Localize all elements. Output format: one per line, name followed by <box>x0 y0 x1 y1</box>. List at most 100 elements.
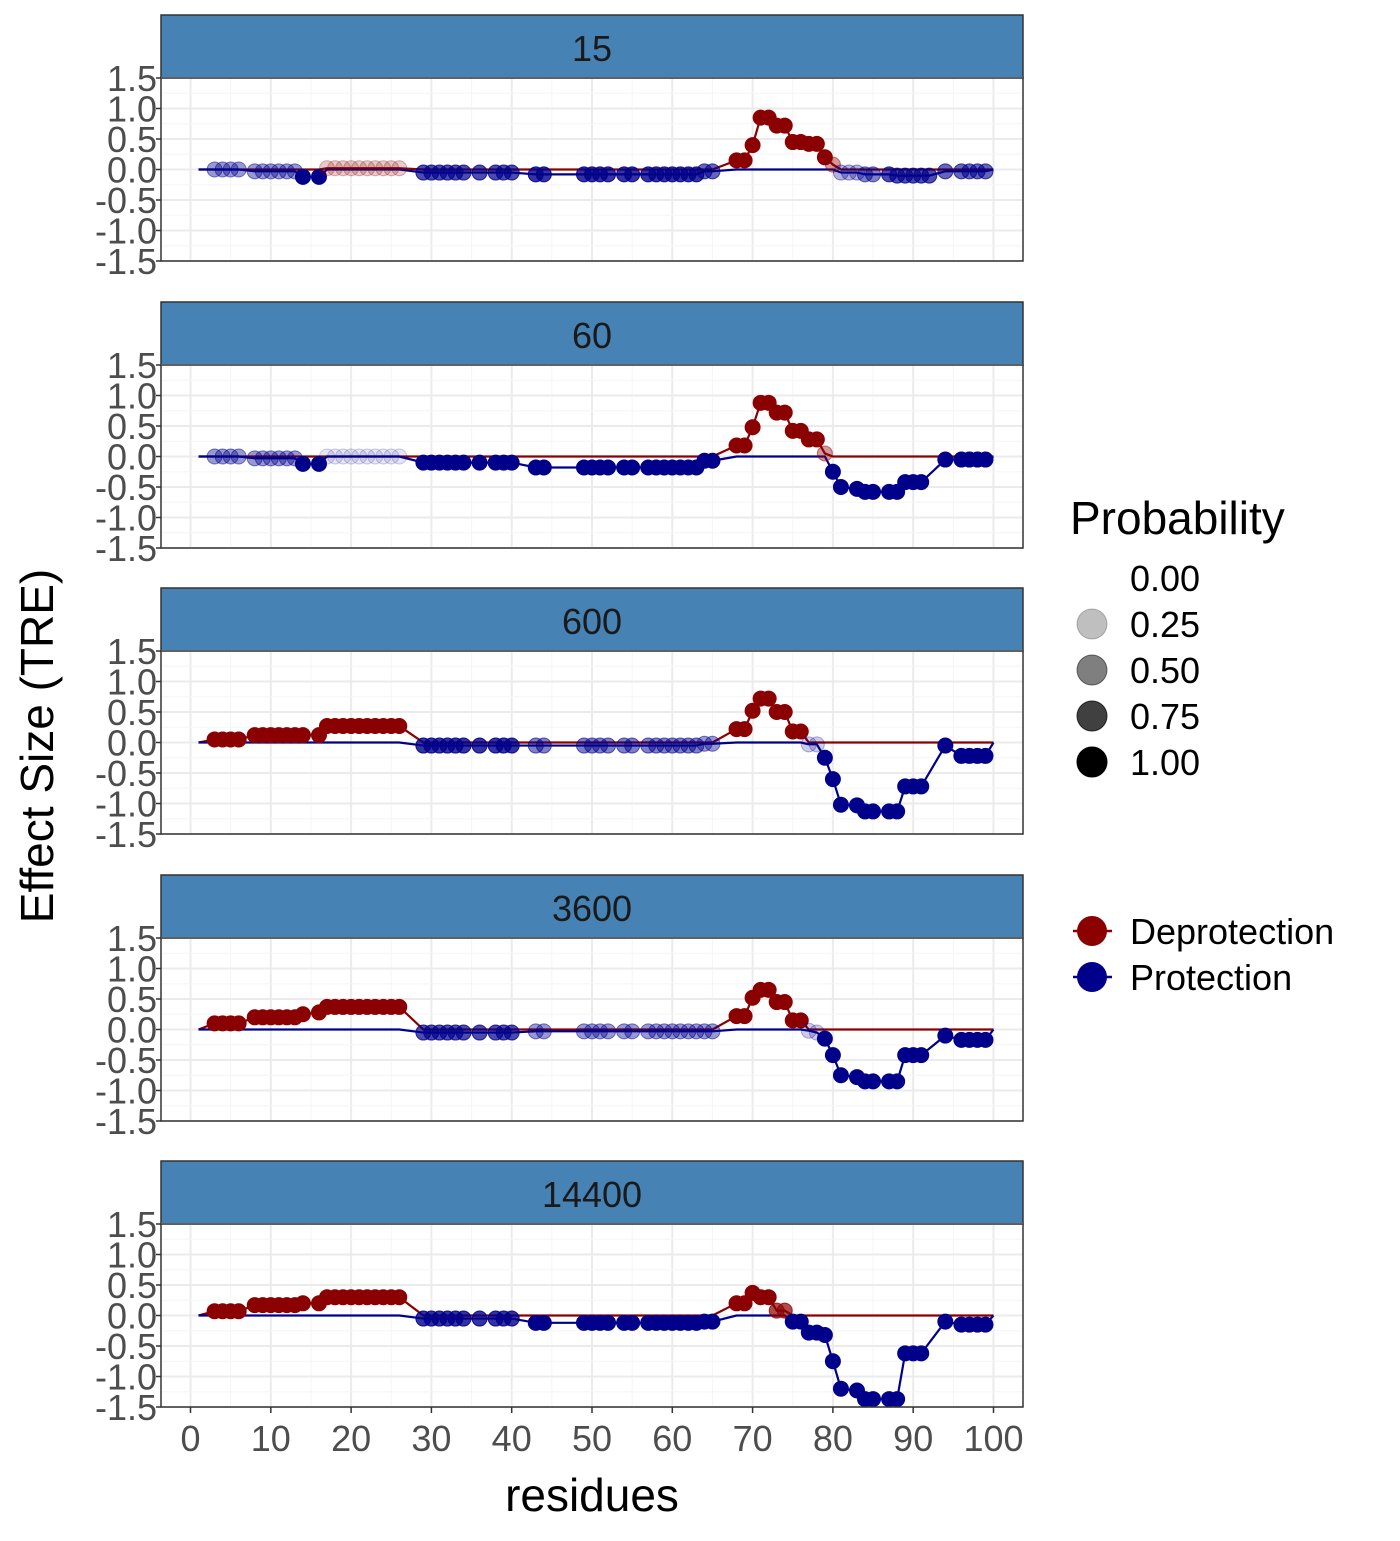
protection-point <box>832 1067 849 1084</box>
probability-legend-key <box>1076 608 1108 640</box>
protection-point <box>840 164 857 181</box>
deprotection-point <box>736 721 753 738</box>
y-tick-label: -0.5 <box>95 1326 157 1367</box>
probability-legend-label: 0.25 <box>1130 604 1200 645</box>
protection-point <box>696 735 713 752</box>
protection-point <box>592 1023 609 1040</box>
type-legend-key <box>1077 916 1107 946</box>
x-tick-label: 0 <box>180 1418 200 1459</box>
probability-legend-label: 0.00 <box>1130 558 1200 599</box>
protection-point <box>824 1353 841 1370</box>
y-tick-label: 1.5 <box>107 1204 157 1245</box>
protection-point <box>865 1073 882 1090</box>
panel-15: 15 1.51.00.50.0-0.5-1.0-1.5 <box>95 14 1024 282</box>
deprotection-point <box>760 1289 777 1306</box>
deprotection-point <box>736 1008 753 1025</box>
type-legend-label: Deprotection <box>1130 911 1334 952</box>
deprotection-point <box>391 998 408 1015</box>
y-axis: 1.51.00.50.0-0.5-1.0-1.5 <box>95 918 161 1142</box>
deprotection-point <box>744 419 761 436</box>
protection-point <box>535 737 552 754</box>
protection-point <box>808 736 825 753</box>
probability-legend-label: 0.75 <box>1130 696 1200 737</box>
protection-point <box>584 1023 600 1040</box>
protection-point <box>262 163 279 180</box>
panel-border <box>160 650 1024 835</box>
protection-point <box>672 1023 689 1040</box>
protection-point <box>222 161 239 178</box>
protection-point <box>865 1391 882 1408</box>
protection-point <box>471 1024 488 1041</box>
y-tick-label: 0.0 <box>107 1296 157 1337</box>
protection-point <box>471 454 488 471</box>
y-axis: 1.51.00.50.0-0.5-1.0-1.5 <box>95 345 161 569</box>
y-tick-label: 1.5 <box>107 918 157 959</box>
protection-point <box>455 454 472 471</box>
protection-point <box>624 459 641 476</box>
protection-point <box>913 1047 930 1064</box>
x-tick-label: 80 <box>813 1418 853 1459</box>
protection-point <box>230 448 247 465</box>
y-tick-label: 1.5 <box>107 631 157 672</box>
protection-point <box>535 166 552 183</box>
protection-point <box>816 1327 833 1344</box>
protection-point <box>455 737 472 754</box>
deprotection-point <box>744 137 761 154</box>
protection-point <box>254 163 271 180</box>
protection-point <box>262 450 279 467</box>
facet-strip-label: 15 <box>572 28 612 69</box>
y-tick-label: 0.0 <box>107 1010 157 1051</box>
deprotection-point <box>744 702 761 719</box>
y-tick-label: 1.0 <box>107 662 157 703</box>
protection-point <box>824 463 841 480</box>
deprotection-point <box>760 981 777 998</box>
facet-strip <box>160 14 1024 79</box>
protection-point <box>624 737 641 754</box>
protection-point <box>206 161 223 178</box>
protection-point <box>800 736 817 753</box>
protection-point <box>600 459 617 476</box>
y-tick-label: -1.0 <box>95 498 157 539</box>
protection-point <box>600 1314 617 1331</box>
protection-point <box>214 448 231 465</box>
protection-point <box>640 1023 657 1040</box>
protection-point <box>383 448 400 465</box>
panel-border <box>160 937 1024 1122</box>
deprotection-point <box>792 723 809 740</box>
panels-layer: 151.51.00.50.0-0.5-1.0-1.5601.51.00.50.0… <box>95 14 1024 1428</box>
protection-point <box>222 448 239 465</box>
probability-legend-key <box>1076 654 1108 686</box>
protection-point <box>937 1027 954 1044</box>
protection-point <box>455 1310 472 1327</box>
y-tick-label: 0.0 <box>107 437 157 478</box>
protection-point <box>278 163 295 180</box>
x-tick-label: 100 <box>963 1418 1023 1459</box>
facet-strip <box>160 587 1024 652</box>
y-tick-label: -1.5 <box>95 814 157 855</box>
protection-point <box>832 164 849 181</box>
type-legend-label: Protection <box>1130 957 1292 998</box>
protection-point <box>367 448 384 465</box>
protection-point <box>359 448 376 465</box>
probability-legend-label: 0.50 <box>1130 650 1200 691</box>
x-tick-label: 40 <box>492 1418 532 1459</box>
probability-legend-title: Probability <box>1070 492 1285 544</box>
protection-point <box>816 749 833 766</box>
protection-point <box>977 163 994 180</box>
y-tick-label: 1.0 <box>107 949 157 990</box>
y-tick-label: -0.5 <box>95 180 157 221</box>
facet-strip-label: 60 <box>572 315 612 356</box>
facet-strip-label: 600 <box>562 601 622 642</box>
protection-point <box>889 803 906 820</box>
deprotection-point <box>776 994 793 1011</box>
facet-strip <box>160 1160 1024 1225</box>
protection-point <box>648 1023 665 1040</box>
probability-legend-label: 1.00 <box>1130 742 1200 783</box>
y-tick-label: -1.5 <box>95 528 157 569</box>
protection-point <box>294 455 311 472</box>
y-tick-label: -1.0 <box>95 1071 157 1112</box>
protection-point <box>319 448 336 465</box>
protection-point <box>503 164 520 181</box>
